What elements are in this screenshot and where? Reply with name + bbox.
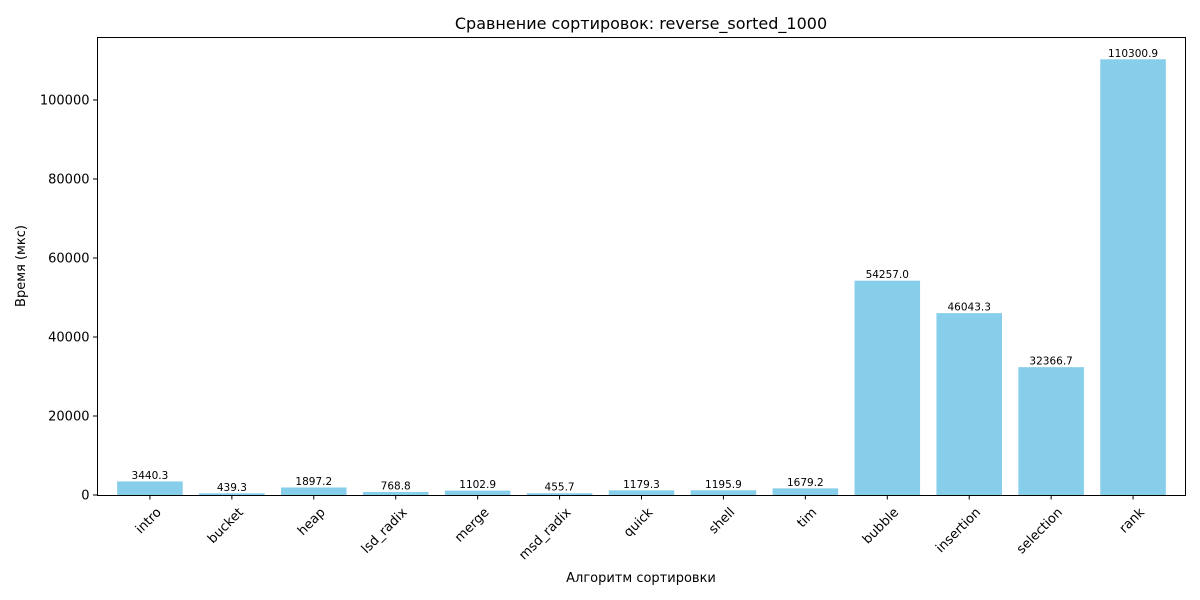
bar-msd_radix — [526, 493, 593, 495]
data-label-insertion: 46043.3 — [947, 302, 990, 314]
y-axis-label: Время (мкс) — [14, 225, 29, 307]
x-axis-label: Алгоритм сортировки — [566, 571, 716, 586]
data-label-selection: 32366.7 — [1029, 356, 1072, 368]
chart-title: Сравнение сортировок: reverse_sorted_100… — [455, 14, 827, 34]
y-tick-label: 20000 — [48, 409, 89, 424]
x-tick-label-merge: merge — [452, 505, 492, 545]
data-label-intro: 3440.3 — [132, 470, 169, 482]
data-label-bucket: 439.3 — [217, 482, 247, 494]
data-label-quick: 1179.3 — [623, 479, 660, 491]
y-tick-label: 100000 — [40, 93, 90, 108]
x-tick-label-intro: intro — [133, 505, 165, 537]
x-tick-label-tim: tim — [794, 505, 820, 531]
y-tick-label: 80000 — [48, 172, 89, 187]
data-label-msd_radix: 455.7 — [545, 482, 575, 494]
x-tick-label-selection: selection — [1014, 505, 1066, 557]
x-tick-label-bubble: bubble — [860, 505, 902, 547]
data-label-bubble: 54257.0 — [866, 269, 909, 281]
x-tick-label-shell: shell — [706, 505, 738, 537]
bar-shell — [690, 490, 757, 495]
x-tick-label-lsd_radix: lsd_radix — [359, 505, 411, 557]
bar-bucket — [199, 493, 265, 495]
bar-heap — [281, 487, 347, 495]
data-label-rank: 110300.9 — [1108, 48, 1158, 60]
data-label-shell: 1195.9 — [705, 479, 742, 491]
x-tick-label-rank: rank — [1117, 505, 1149, 537]
bar-selection — [1018, 367, 1084, 495]
x-tick-label-bucket: bucket — [205, 505, 247, 547]
y-axis-ticks: 0 20000 40000 60000 80000 100000 — [40, 93, 98, 504]
bar-tim — [772, 488, 839, 495]
bar-intro — [117, 481, 183, 495]
bar-quick — [608, 490, 675, 495]
x-axis-ticks: intro bucket heap lsd_radix merge msd_radix qu… — [133, 495, 1148, 563]
data-label-tim: 1679.2 — [787, 477, 824, 489]
plot-frame — [97, 37, 1186, 496]
bar-insertion — [936, 313, 1002, 495]
x-tick-label-heap: heap — [295, 505, 329, 539]
x-tick-label-msd_radix: msd_radix — [516, 505, 574, 563]
y-tick-label: 60000 — [48, 251, 89, 266]
data-label-heap: 1897.2 — [295, 476, 332, 488]
x-tick-label-insertion: insertion — [933, 505, 984, 556]
data-label-lsd_radix: 768.8 — [381, 480, 411, 492]
y-tick-label: 0 — [81, 489, 89, 504]
bar-bubble — [854, 280, 921, 495]
bar-merge — [444, 490, 511, 495]
bars-group: 3440.3 439.3 1897.2 768.8 1102.9 455.7 1179.3 1… — [117, 48, 1166, 496]
bar-lsd_radix — [362, 491, 429, 495]
bar-rank — [1100, 59, 1166, 496]
y-tick-label: 40000 — [48, 330, 89, 345]
x-tick-label-quick: quick — [621, 505, 657, 541]
data-label-merge: 1102.9 — [459, 479, 496, 491]
